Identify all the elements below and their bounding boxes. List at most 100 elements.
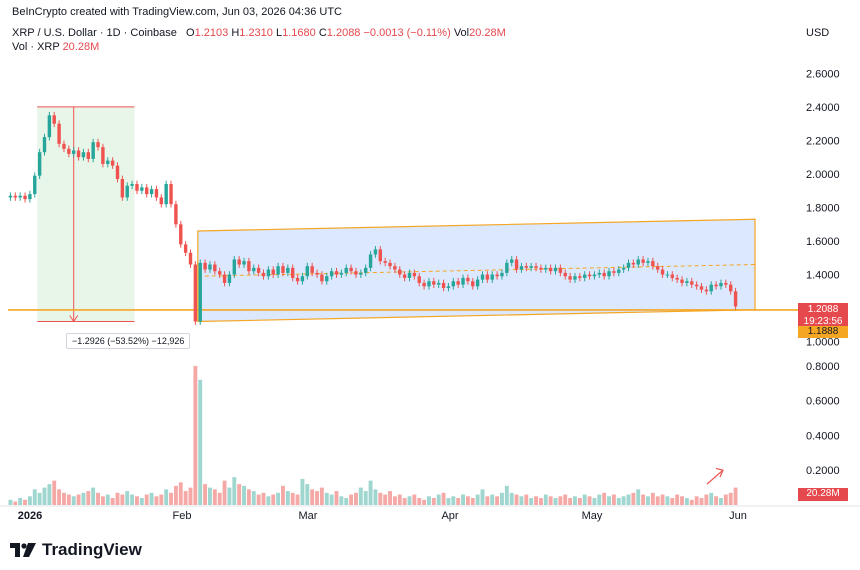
candle xyxy=(120,179,125,198)
candle xyxy=(719,282,723,287)
volume-bar xyxy=(354,492,358,505)
volume-bar xyxy=(188,487,193,505)
candle xyxy=(110,160,115,166)
volume-bar xyxy=(465,496,470,505)
candle xyxy=(91,142,95,159)
volume-trend-arrow-head xyxy=(715,467,724,478)
candle xyxy=(329,271,334,277)
volume-bar xyxy=(86,491,91,505)
volume-bar xyxy=(680,496,684,505)
volume-bar xyxy=(52,480,57,505)
measurement-zone xyxy=(37,106,135,322)
volume-bar xyxy=(709,492,714,505)
volume-bar xyxy=(719,498,723,505)
volume-bar xyxy=(733,487,738,505)
tradingview-logo[interactable]: TradingView xyxy=(10,540,142,560)
volume-bar xyxy=(115,492,120,505)
candle xyxy=(252,267,256,272)
volume-bar xyxy=(650,492,655,505)
candle xyxy=(704,289,709,292)
candle xyxy=(641,259,645,263)
volume-bar xyxy=(470,498,475,505)
candle xyxy=(592,274,597,277)
volume-bar xyxy=(636,489,641,505)
candle xyxy=(8,195,13,198)
candle xyxy=(617,269,621,273)
volume-bar xyxy=(164,489,169,505)
open-value: 1.2103 xyxy=(194,27,229,39)
volume-bar xyxy=(358,487,363,505)
candle xyxy=(261,272,266,277)
volume-bar xyxy=(504,485,509,505)
volume-bar xyxy=(728,492,733,505)
candle xyxy=(714,284,718,287)
volume-bar xyxy=(611,494,616,505)
candle xyxy=(456,281,460,285)
y-tick-label: 2.4000 xyxy=(806,102,840,114)
candle xyxy=(451,281,456,287)
volume-bar xyxy=(208,487,212,505)
candle xyxy=(115,165,120,180)
volume-bar xyxy=(242,485,246,505)
candle xyxy=(344,267,348,273)
candle xyxy=(471,281,475,287)
candle xyxy=(548,267,553,272)
y-tick-label: 1.4000 xyxy=(806,270,840,282)
candle xyxy=(81,152,86,158)
candle xyxy=(96,142,100,148)
candle xyxy=(665,274,670,276)
volume-bar xyxy=(675,494,680,505)
candle xyxy=(247,261,251,272)
volume-bar xyxy=(100,496,105,505)
volume-bar xyxy=(436,494,441,505)
close-value: 1.2088 xyxy=(326,27,361,39)
candle xyxy=(398,269,402,275)
volume-bar xyxy=(475,494,480,505)
candle xyxy=(28,194,32,200)
volume-bar xyxy=(71,496,76,505)
candle xyxy=(193,264,198,322)
candle xyxy=(651,261,655,267)
high-label: H xyxy=(231,27,240,39)
volume-bar xyxy=(169,492,173,505)
volume-bar xyxy=(285,491,290,505)
candle xyxy=(466,277,470,282)
candle xyxy=(349,267,353,272)
candle xyxy=(62,143,66,149)
candle xyxy=(505,262,509,273)
candle xyxy=(432,281,436,285)
candle xyxy=(573,276,577,280)
candle xyxy=(626,262,631,268)
volume-bar xyxy=(110,498,115,505)
volume-tick-label: 0.8000 xyxy=(806,361,840,373)
volume-bar xyxy=(222,480,227,505)
candle xyxy=(607,271,611,277)
candle xyxy=(670,274,675,278)
candle xyxy=(558,267,563,273)
volume-bar xyxy=(417,498,422,505)
currency-label[interactable]: USD xyxy=(806,27,830,39)
tradingview-logo-icon xyxy=(10,543,36,557)
candle xyxy=(728,284,733,292)
volume-series-label[interactable]: Vol · XRP xyxy=(12,41,60,53)
candle xyxy=(393,266,397,270)
volume-bar xyxy=(198,379,203,505)
candle xyxy=(23,195,27,200)
candle xyxy=(67,148,71,154)
candle xyxy=(646,261,650,263)
volume-bar xyxy=(534,496,538,505)
tradingview-brand: TradingView xyxy=(42,540,142,559)
volume-bar xyxy=(32,489,37,505)
volume-bar xyxy=(684,498,689,505)
ohlc-legend: XRP / U.S. Dollar · 1D · Coinbase O1.210… xyxy=(12,27,506,39)
volume-bar xyxy=(27,496,32,505)
candle xyxy=(183,244,188,253)
symbol-label[interactable]: XRP / U.S. Dollar · 1D · Coinbase xyxy=(12,27,177,39)
volume-bar xyxy=(548,496,553,505)
volume-bar xyxy=(699,498,704,505)
candle xyxy=(76,150,81,158)
candle xyxy=(71,150,76,154)
candle xyxy=(281,266,285,273)
last-price-value: 1.2088 xyxy=(807,304,839,315)
